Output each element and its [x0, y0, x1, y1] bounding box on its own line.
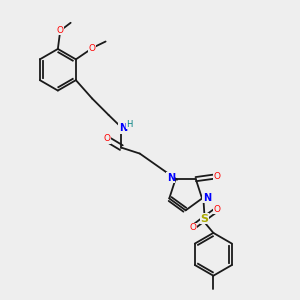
Text: N: N: [119, 123, 127, 133]
Text: O: O: [190, 223, 196, 232]
Text: H: H: [126, 120, 133, 129]
Text: S: S: [200, 214, 208, 224]
Text: O: O: [103, 134, 111, 143]
Text: O: O: [57, 26, 64, 35]
Text: O: O: [213, 172, 220, 181]
Text: O: O: [213, 205, 220, 214]
Text: O: O: [89, 44, 96, 52]
Text: N: N: [167, 173, 175, 183]
Text: N: N: [203, 193, 211, 203]
